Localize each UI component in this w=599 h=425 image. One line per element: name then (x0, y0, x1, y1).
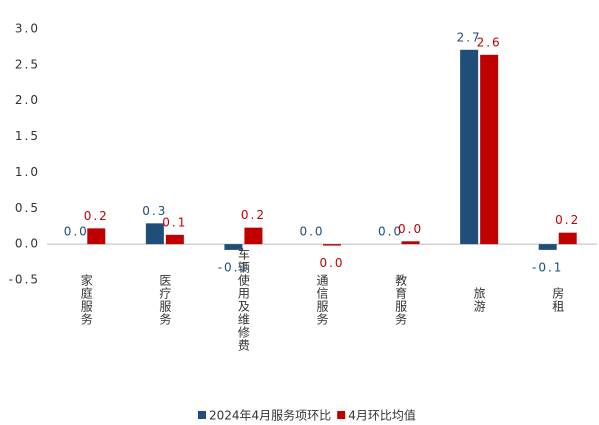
bar (165, 234, 184, 245)
y-tick-label: 3.0 (15, 22, 40, 36)
data-label: 2.7 (457, 30, 482, 44)
bar (244, 227, 263, 245)
bar (323, 244, 341, 246)
x-tick-label: 房租 (551, 286, 565, 313)
y-tick-label: 0.5 (15, 201, 40, 215)
y-tick-label: 2.5 (15, 57, 40, 71)
x-tick-label: 通信服务 (315, 274, 329, 326)
y-tick-label: 0.0 (15, 237, 40, 251)
data-label: 2.6 (477, 35, 502, 49)
data-label: 0.0 (398, 222, 423, 236)
legend-label: 4月环比均值 (348, 408, 416, 423)
bar (87, 228, 106, 245)
y-tick-label: 2.0 (15, 93, 40, 107)
x-tick-label: 家庭服务 (79, 273, 93, 326)
x-tick-label: 教育服务 (394, 273, 408, 326)
bar (224, 244, 243, 250)
bar (480, 54, 499, 245)
data-label: 0.0 (378, 225, 403, 239)
x-tick-label: 车辆使用及维修费 (236, 247, 250, 352)
data-label: -0.1 (532, 260, 563, 274)
data-label: 0.2 (555, 213, 580, 227)
data-label: 0.2 (84, 209, 109, 223)
bar (538, 244, 557, 250)
bar (558, 232, 577, 245)
bar (460, 49, 479, 245)
legend-swatch (337, 411, 346, 419)
x-tick-label: 医疗服务 (158, 274, 172, 326)
y-tick-label: -0.5 (9, 273, 40, 287)
x-tick-label: 旅游 (472, 287, 486, 313)
y-tick-label: 1.5 (15, 129, 40, 143)
legend-label: 2024年4月服务项环比 (209, 408, 331, 423)
legend-swatch (198, 411, 206, 419)
data-label: 0.2 (241, 208, 266, 222)
data-label: 0.0 (299, 225, 324, 239)
data-label: 0.0 (64, 225, 89, 239)
bar (401, 241, 420, 245)
data-label: 0.3 (142, 204, 167, 218)
data-label: -0.1 (218, 260, 249, 274)
bar (145, 223, 164, 245)
data-label: 0.0 (319, 256, 344, 270)
data-label: 0.1 (162, 215, 187, 229)
y-tick-label: 1.0 (15, 165, 40, 179)
